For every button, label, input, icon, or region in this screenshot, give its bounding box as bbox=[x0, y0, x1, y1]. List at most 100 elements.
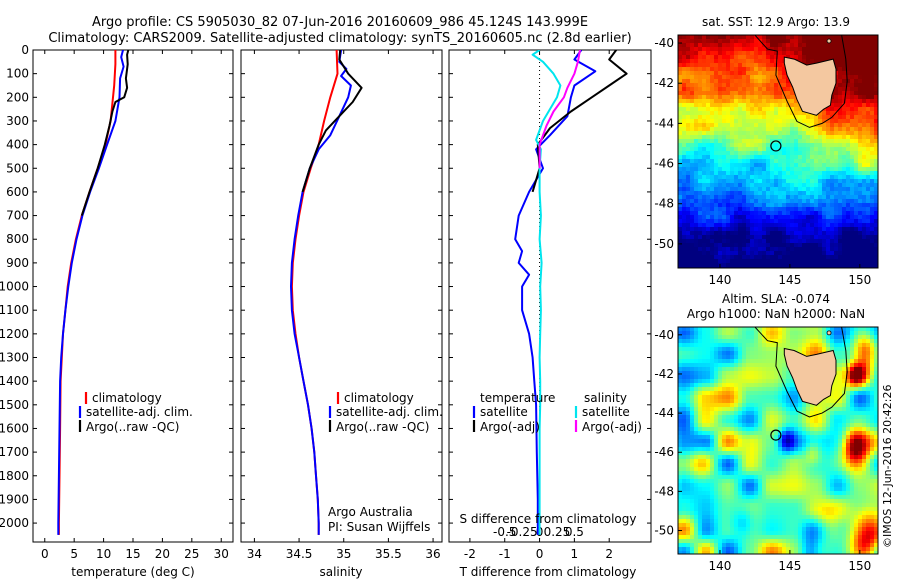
sst-map: 140 145 150 -40 -42 -44 -46 -48 -50 bbox=[654, 34, 879, 287]
salinity-xlabel: salinity bbox=[319, 565, 362, 579]
x-tick-label: 30 bbox=[214, 547, 229, 561]
temperature-legend: climatology satellite-adj. clim. Argo(..… bbox=[78, 391, 193, 434]
sla-map: 140 145 150 -40 -42 -44 -46 -48 -50 bbox=[654, 326, 879, 573]
x-tick-label: 25 bbox=[184, 547, 199, 561]
y-tick-label: 200 bbox=[6, 90, 29, 104]
y-tick-label: 900 bbox=[6, 256, 29, 270]
temperature-xlabel: temperature (deg C) bbox=[71, 565, 194, 579]
header-line2: Climatology: CARS2009. Satellite-adjuste… bbox=[48, 31, 631, 46]
x-tick-label: -1 bbox=[499, 547, 511, 561]
legend-label-argo: Argo(..raw -QC) bbox=[336, 420, 429, 434]
x-tick-label: 15 bbox=[125, 547, 140, 561]
y-tick-label: 1100 bbox=[0, 303, 29, 317]
x-tick-label: 34 bbox=[247, 547, 262, 561]
series-argo-raw-qc- bbox=[301, 50, 363, 193]
x-tick-label: 0 bbox=[536, 547, 544, 561]
pi-label: PI: Susan Wijffels bbox=[328, 520, 430, 534]
y-tick-label: 1400 bbox=[0, 374, 29, 388]
legend-label-satellite: satellite-adj. clim. bbox=[336, 405, 443, 419]
y-tick-label: -50 bbox=[654, 524, 674, 538]
y-tick-label: 300 bbox=[6, 114, 29, 128]
x-tick-label: 150 bbox=[848, 273, 871, 287]
series-temperature-argo-adj- bbox=[531, 50, 628, 193]
y-tick-label: 500 bbox=[6, 161, 29, 175]
y-tick-label: -44 bbox=[654, 406, 674, 420]
y-tick-label: -46 bbox=[654, 445, 674, 459]
s-tick-label: -0.25 bbox=[507, 525, 538, 539]
x-tick-label: 35.5 bbox=[375, 547, 402, 561]
difference-panel: -2 -1 0 1 2-0.5-0.250 0.250.5 bbox=[449, 49, 651, 561]
s-tick-label: -0.5 bbox=[493, 525, 516, 539]
x-tick-label: 145 bbox=[778, 559, 801, 573]
sla-map-title: Altim. SLA: -0.074 bbox=[722, 292, 830, 306]
x-tick-label: 1 bbox=[571, 547, 579, 561]
x-tick-label: 20 bbox=[155, 547, 170, 561]
depth-contour bbox=[754, 327, 848, 418]
difference-xlabel-top: S difference from climatology bbox=[460, 512, 637, 526]
imos-credit: ©IMOS 12-Jun-2016 20:42:26 bbox=[881, 384, 894, 548]
series-satellite-adj-clim- bbox=[290, 50, 352, 535]
series-argo-raw-qc- bbox=[80, 50, 130, 216]
x-tick-label: 0 bbox=[41, 547, 49, 561]
x-tick-label: 34.5 bbox=[286, 547, 313, 561]
y-tick-label: -46 bbox=[654, 157, 674, 171]
x-tick-label: 10 bbox=[96, 547, 111, 561]
tasmania-land bbox=[783, 56, 837, 116]
y-tick-label: -40 bbox=[654, 328, 674, 342]
sst-map-title: sat. SST: 12.9 Argo: 13.9 bbox=[702, 15, 850, 29]
y-tick-label: 1700 bbox=[0, 445, 29, 459]
x-tick-label: 5 bbox=[70, 547, 78, 561]
y-tick-label: -44 bbox=[654, 116, 674, 130]
temperature-axes bbox=[32, 49, 234, 543]
salinity-panel: 34 34.5 35 35.5 36 bbox=[241, 49, 442, 561]
x-tick-label: 140 bbox=[709, 559, 732, 573]
y-tick-label: -48 bbox=[654, 197, 674, 211]
y-tick-label: 1500 bbox=[0, 398, 29, 412]
y-tick-label: 800 bbox=[6, 232, 29, 246]
legend-title-temperature: temperature bbox=[480, 391, 555, 405]
y-tick-label: 0 bbox=[21, 43, 29, 57]
legend-title-salinity: salinity bbox=[584, 391, 627, 405]
argo-australia-label: Argo Australia bbox=[328, 505, 413, 519]
legend-label-satellite: satellite-adj. clim. bbox=[86, 405, 193, 419]
argo-float-marker bbox=[770, 140, 782, 152]
x-tick-label: 35 bbox=[336, 547, 351, 561]
series-satellite-adj-clim- bbox=[57, 50, 125, 535]
y-tick-label: 2000 bbox=[0, 516, 29, 530]
series-temperature-satellite bbox=[514, 50, 597, 535]
s-tick-label: 0.5 bbox=[565, 525, 584, 539]
x-tick-label: 150 bbox=[848, 559, 871, 573]
map-frame bbox=[677, 34, 879, 269]
x-tick-label: 36 bbox=[425, 547, 440, 561]
legend-label-sal-argo: Argo(-adj) bbox=[582, 420, 642, 434]
x-tick-label: -2 bbox=[464, 547, 476, 561]
difference-axes bbox=[448, 49, 652, 543]
island bbox=[826, 38, 832, 44]
series-salinity-satellite bbox=[531, 50, 562, 535]
y-tick-label: -42 bbox=[654, 76, 674, 90]
x-tick-label: 140 bbox=[709, 273, 732, 287]
salinity-axes bbox=[240, 49, 443, 543]
y-tick-label: 600 bbox=[6, 185, 29, 199]
y-tick-label: 1800 bbox=[0, 469, 29, 483]
depth-contour bbox=[754, 35, 848, 128]
legend-label-temp-satellite: satellite bbox=[480, 405, 528, 419]
legend-label-temp-argo: Argo(-adj) bbox=[480, 420, 540, 434]
legend-label-climatology: climatology bbox=[92, 391, 162, 405]
y-tick-label: -50 bbox=[654, 237, 674, 251]
legend-label-argo: Argo(..raw -QC) bbox=[86, 420, 179, 434]
y-tick-label: -40 bbox=[654, 36, 674, 50]
legend-label-sal-satellite: satellite bbox=[582, 405, 630, 419]
y-tick-label: 1900 bbox=[0, 492, 29, 506]
y-tick-label: 1000 bbox=[0, 280, 29, 294]
series-salinity-argo-adj- bbox=[538, 50, 581, 169]
temperature-panel: 0 5 10 15 20 25 300100200300400500600700800900… bbox=[0, 43, 233, 561]
legend-label-climatology: climatology bbox=[344, 391, 414, 405]
y-tick-label: 700 bbox=[6, 209, 29, 223]
x-tick-label: 145 bbox=[778, 273, 801, 287]
y-tick-label: -42 bbox=[654, 367, 674, 381]
y-tick-label: 1600 bbox=[0, 421, 29, 435]
tasmania-land bbox=[783, 347, 837, 406]
y-tick-label: 100 bbox=[6, 67, 29, 81]
